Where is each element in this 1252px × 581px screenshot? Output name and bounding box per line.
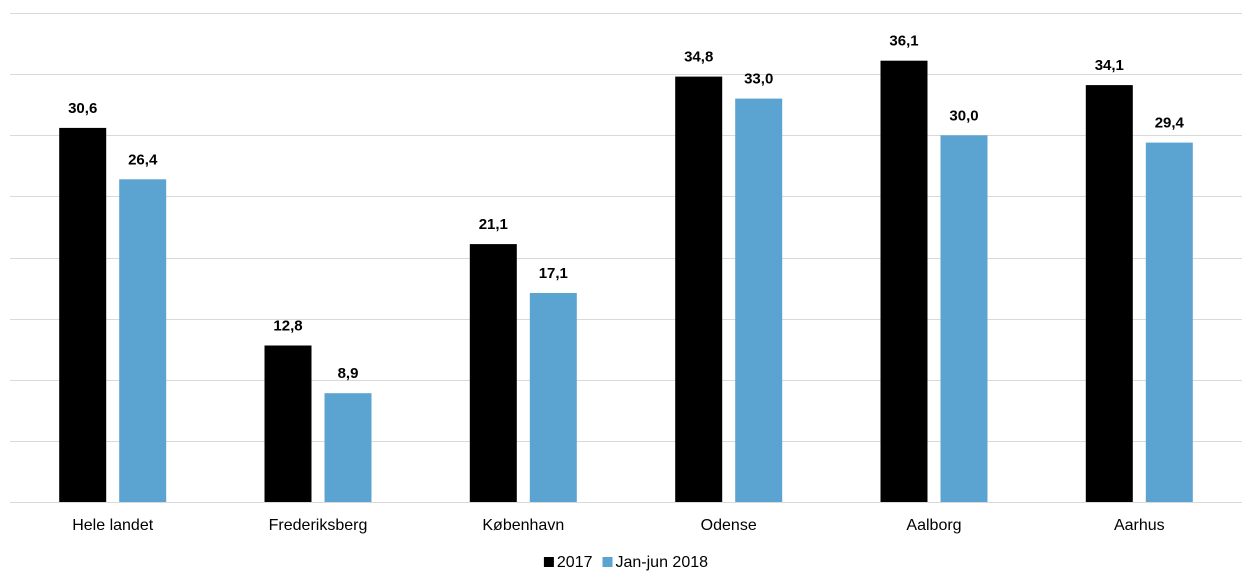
data-label: 29,4	[1155, 115, 1185, 132]
legend-swatch	[602, 557, 613, 567]
x-tick-label: København	[482, 517, 564, 534]
legend: 2017 Jan-jun 2018	[543, 554, 709, 571]
data-label: 26,4	[128, 151, 158, 168]
data-label: 8,9	[338, 365, 359, 382]
x-axis: Hele landet Frederiksberg København Odense A…	[10, 502, 1242, 534]
bar-series-0-k-benhavn	[469, 244, 517, 502]
data-label: 17,1	[539, 265, 568, 282]
bar-series-1-odense	[735, 98, 783, 502]
x-tick-label: Hele landet	[72, 517, 154, 534]
bar-series-0-aalborg	[880, 60, 928, 502]
data-label: 30,0	[949, 107, 978, 124]
bar-series-1-hele-landet	[119, 179, 167, 503]
legend-label: 2017	[557, 554, 593, 571]
value-labels: 30,6 26,4 12,8 8,9 21,1 17,1 34,8 33,0 36,1 30,0 3…	[68, 33, 1184, 383]
data-label: 21,1	[479, 216, 508, 233]
bar-series-1-aarhus	[1145, 142, 1193, 502]
x-tick-label: Aarhus	[1114, 517, 1165, 534]
x-tick-label: Aalborg	[906, 517, 961, 534]
bar-series-1-frederiksberg	[324, 393, 372, 502]
data-label: 30,6	[68, 100, 97, 117]
data-label: 36,1	[889, 33, 918, 50]
gridlines	[10, 13, 1242, 442]
data-label: 33,0	[744, 71, 773, 88]
legend-swatch	[543, 557, 554, 567]
legend-label: Jan-jun 2018	[616, 554, 709, 571]
bar-series-1-aalborg	[940, 135, 988, 503]
bar-series-0-odense	[675, 76, 723, 502]
data-label: 34,1	[1095, 57, 1124, 74]
bar-series-0-hele-landet	[59, 127, 107, 503]
legend-item-1: Jan-jun 2018	[602, 554, 709, 571]
bars	[59, 60, 1193, 503]
bar-series-1-k-benhavn	[529, 293, 577, 502]
data-label: 34,8	[684, 49, 713, 66]
data-label: 12,8	[273, 318, 302, 335]
bar-series-0-aarhus	[1085, 85, 1133, 502]
x-tick-label: Odense	[701, 517, 757, 534]
x-tick-label: Frederiksberg	[269, 517, 368, 534]
legend-item-0: 2017	[543, 554, 593, 571]
bar-series-0-frederiksberg	[264, 345, 312, 502]
